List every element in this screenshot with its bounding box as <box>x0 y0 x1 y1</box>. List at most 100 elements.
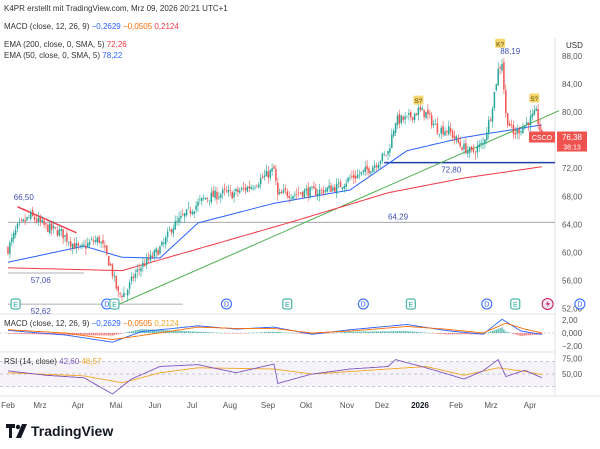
candle <box>520 129 522 136</box>
candle <box>92 236 95 246</box>
candle <box>69 236 72 252</box>
candle <box>425 111 427 119</box>
candle-body <box>429 113 431 115</box>
macd-histogram-bar <box>512 333 515 334</box>
last-price-badge <box>557 131 587 152</box>
candle <box>472 144 475 154</box>
macd-histogram-bar <box>204 332 207 333</box>
candle-body <box>404 116 406 120</box>
macd-histogram-bar <box>273 331 275 333</box>
macd-histogram-bar <box>311 333 313 335</box>
price-tick-label: 68,00 <box>562 192 583 201</box>
candle-body <box>259 178 262 185</box>
candle-body <box>525 122 528 125</box>
candle <box>123 286 125 298</box>
candle <box>307 181 309 202</box>
candle <box>406 115 408 119</box>
candle <box>132 273 135 282</box>
candle-body <box>49 223 51 234</box>
candle-body <box>56 230 59 236</box>
ema200-legend-value: 72,26 <box>106 40 127 49</box>
candle <box>142 256 144 272</box>
macd-histogram-bar <box>349 331 351 333</box>
candle-body <box>337 182 340 184</box>
candle-body <box>506 113 509 125</box>
candle <box>465 137 467 155</box>
candle-body <box>430 114 433 126</box>
macd-histogram-bar <box>18 333 21 334</box>
candle-body <box>480 142 482 145</box>
candle <box>434 118 437 125</box>
macd-histogram-bar <box>136 329 138 333</box>
macd-histogram-bar <box>339 332 342 333</box>
macd-legend-hist: 0,2124 <box>154 22 179 31</box>
candle-body <box>206 198 209 199</box>
candle-body <box>324 190 327 192</box>
candle-body <box>252 187 254 189</box>
candle-body <box>537 108 539 125</box>
candle <box>436 117 439 135</box>
candle <box>453 130 456 145</box>
candle <box>172 224 175 238</box>
candle-body <box>125 293 127 295</box>
macd-histogram-bar <box>299 333 302 334</box>
macd-histogram-bar <box>197 331 199 333</box>
candle-body <box>341 187 344 190</box>
macd-histogram-bar <box>282 332 285 333</box>
macd-histogram-bar <box>265 332 268 333</box>
macd-histogram-bar <box>412 331 414 333</box>
candle <box>259 173 262 190</box>
time-tick-label: Apr <box>524 401 537 410</box>
macd-histogram-bar <box>280 332 283 333</box>
candle <box>535 105 537 112</box>
candle-body <box>487 120 490 135</box>
macd-histogram-bar <box>170 330 173 333</box>
candle-body <box>332 187 334 191</box>
macd-histogram-bar <box>461 333 463 335</box>
candle-body <box>199 199 201 201</box>
candle-body <box>491 108 494 122</box>
macd-histogram-bar <box>153 329 155 333</box>
candle-body <box>185 209 188 216</box>
candle <box>351 170 353 180</box>
macd-histogram-bar <box>417 332 420 333</box>
candle <box>448 120 450 136</box>
ema50-legend-label: EMA (50, close, 0, SMA, 5) <box>4 51 101 60</box>
candle <box>495 83 498 92</box>
macd-histogram-bar <box>13 333 15 334</box>
macd-histogram-bar <box>366 331 368 333</box>
candle <box>191 209 194 216</box>
candle-body <box>432 123 435 126</box>
macd-histogram-bar <box>174 330 176 333</box>
candle-body <box>227 189 230 193</box>
candle-body <box>349 177 351 179</box>
candle-body <box>442 126 444 135</box>
macd-histogram-bar <box>442 333 444 335</box>
candle-body <box>174 221 176 230</box>
candle-body <box>136 269 138 273</box>
macd-histogram-bar <box>505 331 507 333</box>
candle-body <box>75 243 78 248</box>
candle <box>514 126 517 140</box>
candle <box>153 248 156 261</box>
macd-histogram-bar <box>260 332 262 333</box>
candle-body <box>134 273 137 278</box>
candle <box>417 102 420 121</box>
candle-body <box>467 150 469 154</box>
macd-histogram-bar <box>356 331 359 333</box>
candle <box>339 178 342 188</box>
candle-body <box>351 175 353 177</box>
candle-body <box>183 213 186 217</box>
candle-body <box>107 256 110 266</box>
candle <box>94 235 97 245</box>
candle-body <box>391 134 393 148</box>
candle-body <box>313 186 315 189</box>
candle <box>316 188 319 201</box>
tradingview-brand[interactable]: TradingView <box>6 423 113 439</box>
candle <box>128 279 131 295</box>
brand-text: TradingView <box>31 423 114 439</box>
candle-body <box>11 237 13 243</box>
macd-histogram-bar <box>419 332 421 333</box>
candle-body <box>328 185 330 189</box>
